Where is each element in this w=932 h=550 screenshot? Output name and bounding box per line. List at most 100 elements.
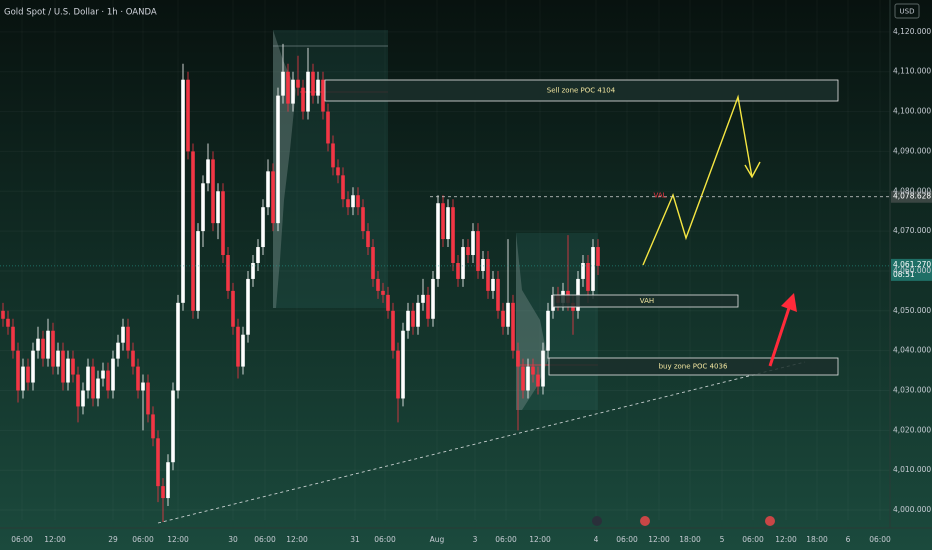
candle-body xyxy=(41,338,45,359)
candle-body xyxy=(76,374,80,407)
y-tick-label: 4,090.000 xyxy=(893,146,931,155)
candle-body xyxy=(36,338,40,351)
candle-body xyxy=(336,167,340,176)
vah-zone xyxy=(552,294,739,308)
level-name: VAL xyxy=(653,192,666,200)
candle-body xyxy=(451,207,455,263)
candle-body xyxy=(166,462,170,499)
x-tick-label: 30 xyxy=(228,535,238,544)
volume-profile-area xyxy=(273,30,388,308)
y-tick-label: 4,050.000 xyxy=(893,306,931,315)
volume-profile xyxy=(516,233,548,410)
x-tick-label: 12:00 xyxy=(529,535,551,544)
x-tick-label: 31 xyxy=(350,535,360,544)
x-tick-label: 6 xyxy=(846,535,851,544)
x-tick-label: 18:00 xyxy=(679,535,701,544)
buy-zone xyxy=(548,357,839,376)
buy-zone-label: buy zone POC 4036 xyxy=(659,363,728,371)
candle-body xyxy=(481,259,485,271)
candle-body xyxy=(351,195,355,208)
candle-body xyxy=(331,143,335,168)
candle-body xyxy=(181,79,185,303)
candle-body xyxy=(346,199,350,208)
y-tick-label: 4,070.000 xyxy=(893,226,931,235)
candle-body xyxy=(371,247,375,279)
candle-body xyxy=(271,171,275,224)
sell-zone-label: Sell zone POC 4104 xyxy=(547,87,616,95)
candle-body xyxy=(171,390,175,463)
x-tick-label: 06:00 xyxy=(11,535,33,544)
candle-body xyxy=(471,231,475,256)
candle-body xyxy=(416,302,420,327)
up-arrow xyxy=(768,307,791,367)
level-tag-label: 4,078.628 xyxy=(893,192,931,201)
candle-body xyxy=(21,366,25,391)
candle-body xyxy=(156,438,160,487)
candle-body xyxy=(476,231,480,271)
candle-body xyxy=(246,278,250,335)
candle-body xyxy=(56,350,60,367)
candle-body xyxy=(71,358,75,375)
candle-body xyxy=(81,390,85,407)
candle-body xyxy=(286,71,290,104)
candle-body xyxy=(251,262,255,279)
x-tick-label: 06:00 xyxy=(374,535,396,544)
y-tick-label: 4,080.000 xyxy=(893,186,931,195)
event-icon[interactable] xyxy=(765,516,775,526)
y-tick-label: 4,010.000 xyxy=(893,465,931,474)
candle-body xyxy=(196,231,200,311)
candle-body xyxy=(456,262,460,279)
vah-label: VAH xyxy=(640,297,654,305)
projection-arrowhead xyxy=(744,161,761,179)
candle-body xyxy=(591,247,595,291)
candle-body xyxy=(111,358,115,391)
x-tick-label: 06:00 xyxy=(742,535,764,544)
countdown: 08:51 xyxy=(893,270,915,279)
x-tick-label: 06:00 xyxy=(254,535,276,544)
x-tick-label: 06:00 xyxy=(495,535,517,544)
y-tick-label: 4,110.000 xyxy=(893,67,931,76)
candle-body xyxy=(411,310,415,327)
candle-body xyxy=(121,326,125,343)
candle-body xyxy=(506,302,510,327)
candle-body xyxy=(521,366,525,391)
candle-body xyxy=(396,350,400,399)
candle-body xyxy=(321,79,325,112)
candle-body xyxy=(301,87,305,112)
candle-body xyxy=(276,95,280,224)
y-tick-label: 4,060.000 xyxy=(893,266,931,275)
event-icon[interactable] xyxy=(592,516,602,526)
y-tick-label: 4,000.000 xyxy=(893,505,931,514)
candle-body xyxy=(96,378,100,399)
candle-body xyxy=(446,207,450,240)
up-arrow-head xyxy=(781,293,797,312)
candle-body xyxy=(281,71,285,96)
candle-body xyxy=(516,350,520,367)
candle-body xyxy=(161,486,165,499)
candle-body xyxy=(491,278,495,291)
candle-body xyxy=(151,414,155,439)
candle-body xyxy=(6,318,10,327)
candle-body xyxy=(231,290,235,327)
event-icon[interactable] xyxy=(640,516,650,526)
x-tick-label: 06:00 xyxy=(132,535,154,544)
y-tick-label: 4,040.000 xyxy=(893,346,931,355)
candle-body xyxy=(136,366,140,391)
candle-body xyxy=(11,326,15,351)
candle-body xyxy=(461,247,465,279)
y-tick-label: 4,120.000 xyxy=(893,27,931,36)
grid xyxy=(0,0,890,520)
candle-body xyxy=(326,111,330,144)
candle-body xyxy=(501,310,505,327)
candle-body xyxy=(26,366,30,383)
candle-body xyxy=(526,366,530,391)
candle-body xyxy=(546,310,550,351)
candle-body xyxy=(116,342,120,359)
currency-badge[interactable] xyxy=(894,3,920,19)
candle-body xyxy=(51,330,55,367)
candle-body xyxy=(176,302,180,391)
candle-body xyxy=(186,79,190,152)
candle-body xyxy=(61,350,65,383)
